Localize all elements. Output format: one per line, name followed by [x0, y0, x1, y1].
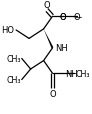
- Text: O: O: [60, 13, 66, 22]
- Text: CH₃: CH₃: [75, 69, 90, 78]
- Text: O: O: [44, 1, 50, 10]
- Text: –: –: [78, 13, 82, 22]
- Text: O: O: [49, 89, 56, 98]
- Text: NH: NH: [55, 44, 68, 53]
- Text: O: O: [60, 13, 66, 22]
- Text: CH₃: CH₃: [6, 75, 21, 84]
- Text: CH₃: CH₃: [6, 54, 21, 63]
- Text: NH: NH: [65, 69, 78, 78]
- Text: –: –: [75, 13, 79, 22]
- Text: O: O: [74, 13, 80, 22]
- Text: HO: HO: [1, 26, 14, 35]
- Polygon shape: [44, 30, 53, 49]
